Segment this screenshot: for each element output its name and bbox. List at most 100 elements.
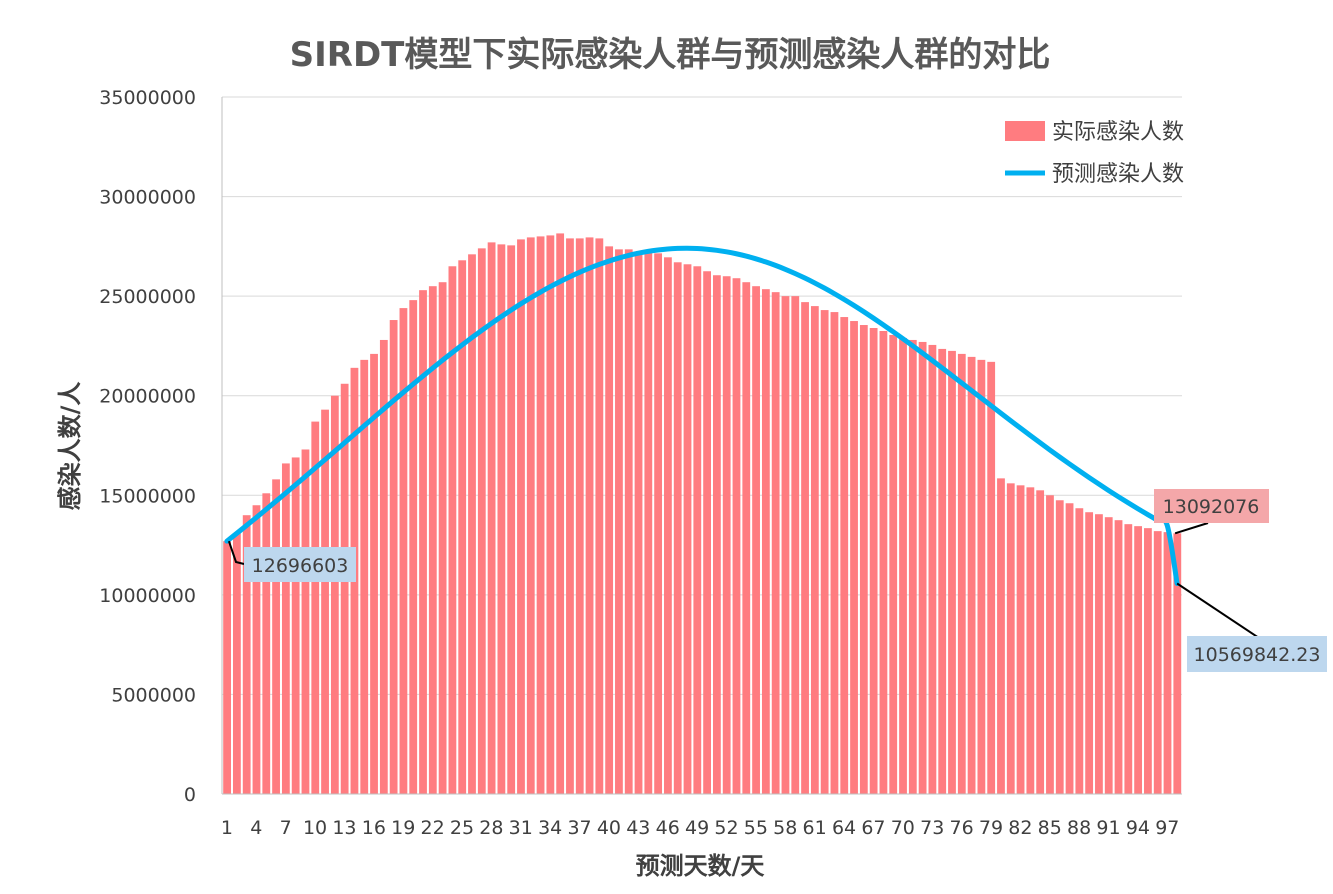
bar [712, 275, 721, 794]
y-tick-label: 25000000 [99, 286, 196, 308]
bar [507, 245, 516, 794]
bar [1085, 512, 1094, 794]
bar [938, 348, 947, 794]
bar [252, 505, 261, 794]
bar [536, 236, 545, 794]
x-tick-label: 43 [626, 817, 650, 839]
bar [664, 257, 672, 794]
bar [683, 264, 692, 794]
bar [654, 253, 663, 794]
bar [957, 353, 966, 794]
bar [546, 235, 555, 794]
bar [1016, 485, 1025, 794]
x-tick-label: 37 [567, 817, 591, 839]
bar [526, 237, 535, 794]
x-tick-label: 88 [1067, 817, 1091, 839]
bar [311, 421, 320, 794]
bar [605, 246, 614, 794]
bar [1095, 514, 1103, 794]
bar [673, 262, 682, 794]
x-tick-label: 7 [280, 817, 292, 839]
bar [918, 341, 927, 794]
bar [928, 344, 937, 794]
bar [899, 337, 907, 794]
bar [301, 449, 310, 794]
bar [840, 317, 849, 794]
callout-label-start: 12696603 [252, 555, 349, 577]
bar [615, 249, 623, 794]
callout-label-predicted-end: 10569842.23 [1194, 644, 1321, 666]
bar [761, 289, 770, 794]
x-tick-label: 46 [656, 817, 680, 839]
bar [1036, 490, 1045, 794]
bar [908, 339, 917, 794]
y-axis-title: 感染人数/人 [56, 382, 84, 511]
bar [517, 239, 525, 794]
bar [1065, 503, 1074, 794]
bar [997, 478, 1005, 794]
series-line-predicted [224, 245, 1180, 587]
bar [869, 328, 878, 794]
bar [370, 353, 378, 794]
bar [889, 334, 898, 794]
x-tick-label: 55 [744, 817, 768, 839]
x-tick-label: 49 [685, 817, 709, 839]
bar [438, 282, 447, 794]
bar [1173, 533, 1182, 794]
y-tick-label: 30000000 [99, 187, 196, 209]
x-tick-label: 1 [221, 817, 233, 839]
legend-label-actual: 实际感染人数 [1052, 120, 1184, 145]
x-tick-label: 70 [891, 817, 915, 839]
x-tick-label: 58 [773, 817, 797, 839]
bar [693, 266, 702, 794]
bar [771, 292, 780, 794]
y-tick-label: 10000000 [99, 585, 196, 607]
bar [232, 533, 241, 794]
bar [389, 320, 398, 794]
bar [399, 308, 408, 794]
bar [1055, 500, 1064, 794]
x-tick-label: 52 [714, 817, 738, 839]
y-tick-label: 0 [184, 784, 196, 806]
bar [967, 356, 976, 794]
bar [810, 306, 819, 794]
bar [1153, 531, 1162, 794]
bar [477, 248, 486, 794]
bar [732, 278, 741, 795]
x-tick-label: 22 [421, 817, 445, 839]
x-tick-label: 97 [1155, 817, 1179, 839]
bar [624, 249, 633, 794]
bar [987, 361, 996, 794]
bar [330, 395, 339, 794]
axis-layer: 0 5000000 10000000 15000000 20000000 25000000… [99, 87, 1182, 839]
bar [1046, 495, 1054, 794]
x-tick-label: 64 [832, 817, 856, 839]
bar [497, 244, 506, 794]
x-tick-label: 31 [509, 817, 533, 839]
x-tick-label: 4 [250, 817, 262, 839]
chart-title: SIRDT模型下实际感染人群与预测感染人群的对比 [290, 35, 1051, 75]
x-tick-label: 73 [920, 817, 944, 839]
x-tick-label: 10 [303, 817, 327, 839]
x-tick-label: 91 [1096, 817, 1120, 839]
bar [1163, 532, 1172, 794]
callout-box-start [244, 547, 356, 582]
x-tick-label: 16 [362, 817, 386, 839]
bar [340, 383, 349, 794]
x-tick-label: 28 [479, 817, 503, 839]
bar [458, 260, 467, 795]
bar [859, 325, 868, 794]
x-tick-label: 61 [803, 817, 827, 839]
bar [1075, 508, 1084, 794]
x-tick-label: 34 [538, 817, 562, 839]
bar [801, 302, 809, 794]
bar [791, 296, 800, 794]
bar [321, 409, 329, 794]
bar [487, 242, 496, 795]
legend-label-predicted: 预测感染人数 [1052, 162, 1184, 187]
bar [703, 271, 711, 794]
callout-box-actual-end [1154, 489, 1269, 523]
bar [419, 290, 427, 794]
